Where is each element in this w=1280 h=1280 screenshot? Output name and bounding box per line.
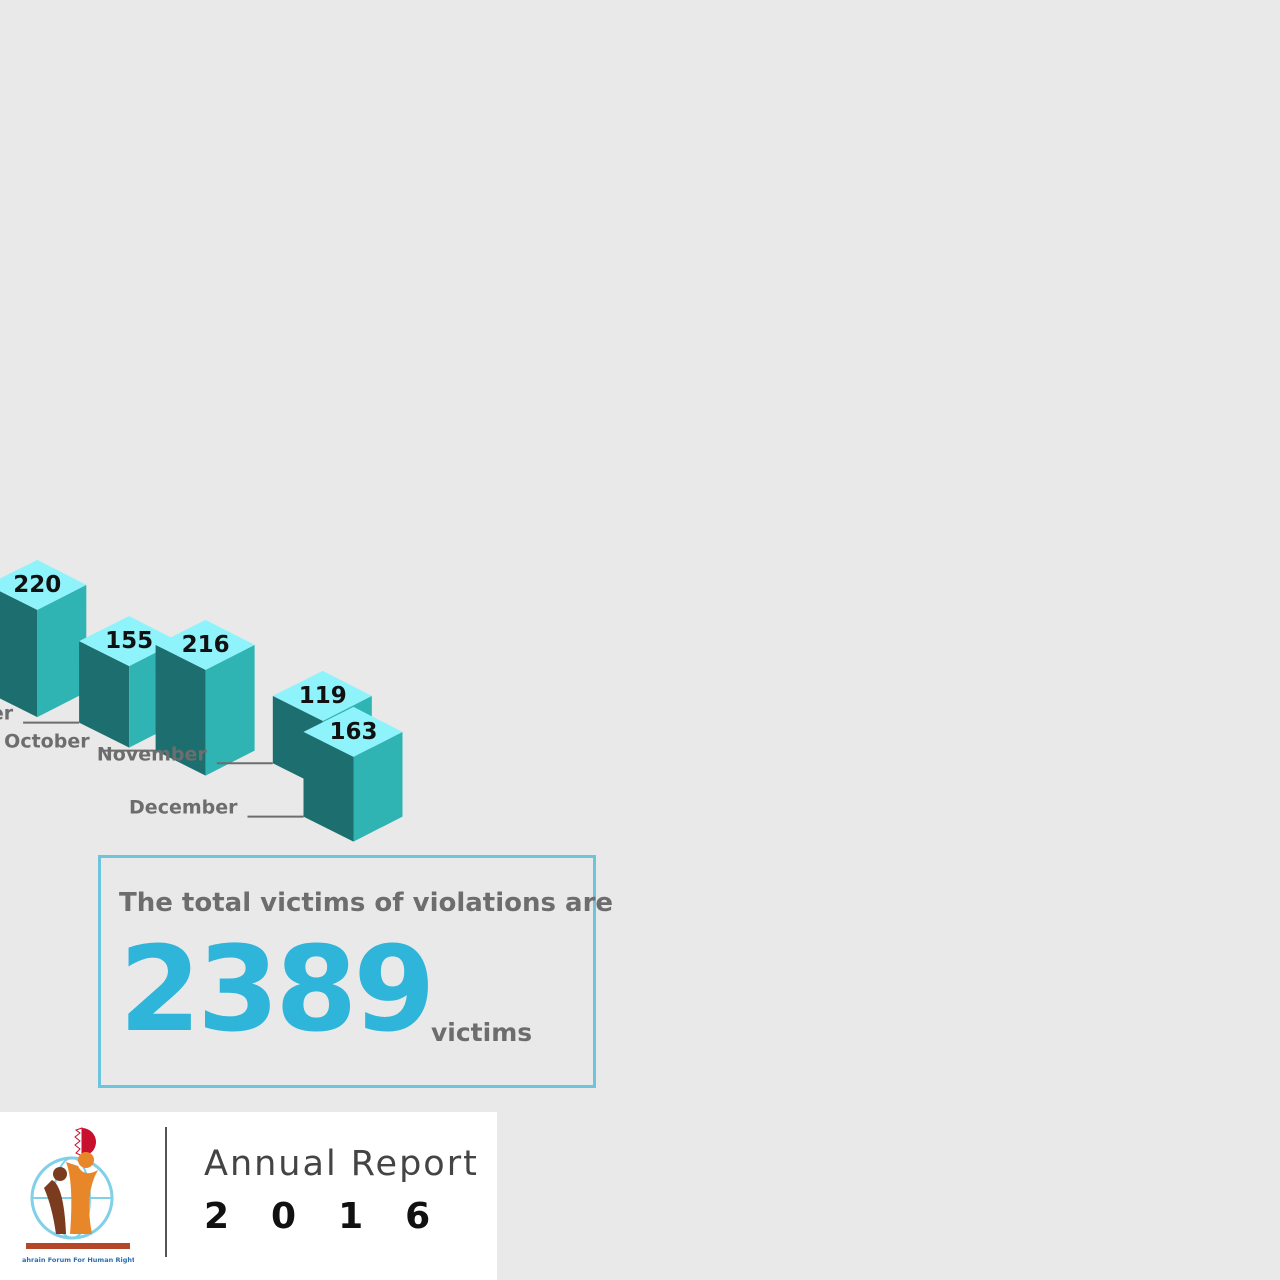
footer-title: Annual Report xyxy=(204,1144,479,1184)
footer-divider xyxy=(165,1127,167,1257)
bar-september: 155 September xyxy=(0,616,179,748)
total-value: 2389 xyxy=(119,920,435,1058)
month-label: December xyxy=(129,797,238,819)
footer: Bahrain Forum For Human Rights Annual Re… xyxy=(0,1112,497,1280)
month-label: September xyxy=(0,703,14,725)
bar-top xyxy=(155,619,255,670)
footer-year: 2016 xyxy=(204,1196,473,1237)
bar-october: 216 October xyxy=(4,619,255,776)
bar-value-label: 155 xyxy=(105,628,153,654)
month-label: November xyxy=(97,743,208,765)
bahrain-forum-logo-icon: Bahrain Forum For Human Rights xyxy=(22,1127,134,1264)
bar-value-label: 216 xyxy=(182,632,230,658)
bar-front xyxy=(0,591,38,718)
bar-august: 220August xyxy=(0,559,87,718)
bar-front xyxy=(303,731,354,842)
bar-front xyxy=(155,644,206,776)
bar-top xyxy=(0,559,87,610)
bar-december: 163 December xyxy=(129,706,403,842)
bar-top xyxy=(303,706,403,757)
bar-front xyxy=(79,641,130,748)
bar-side xyxy=(37,584,87,718)
bar-side xyxy=(205,644,255,776)
bar-top xyxy=(79,616,179,667)
month-label: October xyxy=(4,731,90,753)
total-unit: victims xyxy=(431,1018,533,1047)
bars-layer: 286January290February167March169April172… xyxy=(0,559,403,842)
total-box: The total victims of violations are 2389… xyxy=(98,855,613,1088)
total-caption: The total victims of violations are xyxy=(119,888,614,918)
logo-text: Bahrain Forum For Human Rights xyxy=(22,1256,134,1264)
bar-value-label: 163 xyxy=(329,719,377,745)
bar-value-label: 220 xyxy=(13,572,61,598)
bar-value-label: 119 xyxy=(299,683,347,709)
bar-top xyxy=(272,670,372,721)
bar-side xyxy=(353,731,403,842)
